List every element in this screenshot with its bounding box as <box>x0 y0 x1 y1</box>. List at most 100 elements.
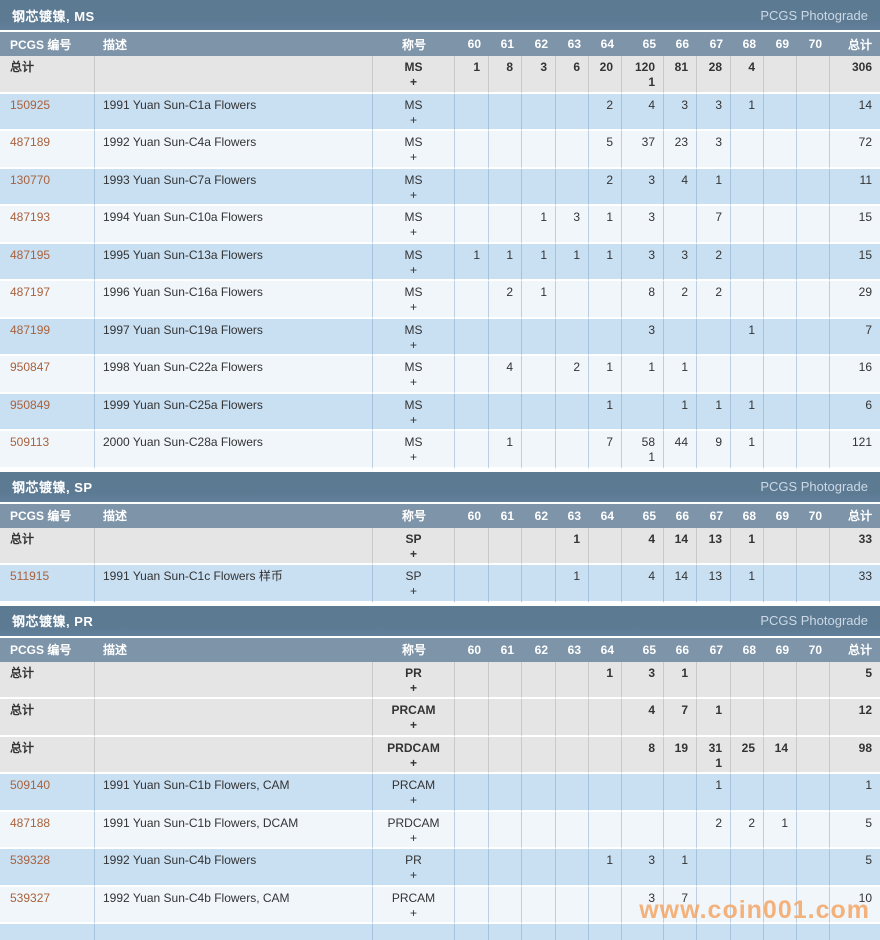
pcgs-number-link[interactable]: 511915 <box>0 565 95 603</box>
col-header-designation: 称号 <box>373 503 455 528</box>
designation: PRDCAM + <box>373 811 455 849</box>
coin-row: 487193 1994 Yuan Sun-C10a Flowers MS +1 3 1 3 7… <box>0 206 880 244</box>
grade-63-count: 1 <box>556 565 589 603</box>
empty-cell <box>622 924 664 940</box>
coin-description: 1995 Yuan Sun-C13a Flowers <box>95 243 373 281</box>
designation: MS + <box>373 431 455 469</box>
grade-66-count: 1 <box>664 393 697 431</box>
coin-description <box>95 699 373 737</box>
pcgs-number-link[interactable]: 487189 <box>0 131 95 169</box>
grade-61-count <box>489 168 522 206</box>
pcgs-number-link[interactable]: 487195 <box>0 243 95 281</box>
col-header-pcgs-number: PCGS 编号 <box>0 637 95 662</box>
col-header-grade-65: 65 <box>622 503 664 528</box>
grade-64-count: 7 <box>589 431 622 469</box>
designation: PRDCAM + <box>373 736 455 774</box>
grade-60-count <box>455 206 489 244</box>
grade-60-count <box>455 93 489 131</box>
col-header-grade-63: 63 <box>556 503 589 528</box>
designation: MS + <box>373 393 455 431</box>
coin-row: 487189 1992 Yuan Sun-C4a Flowers MS + 5 37 23 3… <box>0 131 880 169</box>
grade-70-count <box>797 699 830 737</box>
empty-cell <box>95 924 373 940</box>
pcgs-number-link[interactable]: 950849 <box>0 393 95 431</box>
grade-69-count <box>764 849 797 887</box>
row-total-count: 12 <box>830 699 880 737</box>
grade-62-count <box>522 774 556 812</box>
pcgs-number-link[interactable]: 487197 <box>0 281 95 319</box>
row-total-count: 7 <box>830 318 880 356</box>
grade-70-count <box>797 774 830 812</box>
grade-65-count: 3 <box>622 661 664 699</box>
grade-61-count <box>489 811 522 849</box>
coin-description <box>95 736 373 774</box>
grade-67-count: 1 <box>697 699 731 737</box>
pcgs-number-link[interactable]: 509113 <box>0 431 95 469</box>
grade-64-count: 1 <box>589 661 622 699</box>
grade-69-count <box>764 393 797 431</box>
grade-60-count <box>455 131 489 169</box>
grade-66-count <box>664 811 697 849</box>
grade-64-count <box>589 318 622 356</box>
pcgs-number-link[interactable]: 509140 <box>0 774 95 812</box>
grade-69-count <box>764 356 797 394</box>
col-header-total: 总计 <box>830 503 880 528</box>
grade-64-count: 5 <box>589 131 622 169</box>
grade-60-count <box>455 565 489 603</box>
grade-65-count <box>622 774 664 812</box>
pcgs-number-link[interactable]: 150925 <box>0 93 95 131</box>
grade-69-count: 14 <box>764 736 797 774</box>
grade-61-count <box>489 774 522 812</box>
grade-67-count: 3 <box>697 93 731 131</box>
section-header: 钢芯镀镍, MS PCGS Photograde <box>0 0 880 30</box>
photograde-link[interactable]: PCGS Photograde <box>760 7 868 23</box>
pcgs-number-link[interactable]: 950847 <box>0 356 95 394</box>
total-row: 总计 SP +1 4 14 13 1 33 <box>0 527 880 565</box>
grade-68-count: 25 <box>731 736 764 774</box>
grade-68-count <box>731 356 764 394</box>
pcgs-number-link[interactable]: 487188 <box>0 811 95 849</box>
col-header-grade-70: 70 <box>797 32 830 56</box>
grade-67-count: 28 <box>697 56 731 94</box>
grade-68-count <box>731 168 764 206</box>
empty-cell <box>664 924 697 940</box>
coin-row: 539327 1992 Yuan Sun-C4b Flowers, CAM PRCA… <box>0 886 880 924</box>
grade-69-count <box>764 774 797 812</box>
col-header-grade-65: 65 <box>622 637 664 662</box>
grade-60-count <box>455 168 489 206</box>
section-2: 钢芯镀镍, SP PCGS Photograde PCGS 编号 描述 称号 60 61 62… <box>0 471 880 603</box>
grade-69-count <box>764 56 797 94</box>
grade-61-count <box>489 886 522 924</box>
col-header-grade-68: 68 <box>731 32 764 56</box>
col-header-grade-64: 64 <box>589 503 622 528</box>
grade-64-count <box>589 699 622 737</box>
grade-60-count <box>455 431 489 469</box>
grade-70-count <box>797 393 830 431</box>
grade-68-count: 1 <box>731 93 764 131</box>
pcgs-number-link[interactable]: 539328 <box>0 849 95 887</box>
pcgs-number-link[interactable]: 130770 <box>0 168 95 206</box>
grade-61-count: 4 <box>489 356 522 394</box>
pcgs-number-link[interactable]: 539327 <box>0 886 95 924</box>
total-row: 总计 MS +1 8 3 6 20 120 1 81 28 4 306 <box>0 56 880 94</box>
col-header-grade-68: 68 <box>731 503 764 528</box>
total-row: 总计 PRDCAM + 8 19 31 1 25 14 98 <box>0 736 880 774</box>
photograde-link[interactable]: PCGS Photograde <box>760 613 868 628</box>
designation: SP + <box>373 527 455 565</box>
grade-70-count <box>797 886 830 924</box>
pcgs-number-link[interactable]: 487193 <box>0 206 95 244</box>
pcgs-number-link[interactable]: 487199 <box>0 318 95 356</box>
grade-67-count: 9 <box>697 431 731 469</box>
grade-66-count: 1 <box>664 356 697 394</box>
photograde-link[interactable]: PCGS Photograde <box>760 479 868 494</box>
grade-66-count: 1 <box>664 849 697 887</box>
col-header-grade-61: 61 <box>489 503 522 528</box>
grade-65-count: 37 <box>622 131 664 169</box>
grade-63-count <box>556 168 589 206</box>
grade-63-count <box>556 811 589 849</box>
grade-61-count <box>489 93 522 131</box>
grade-62-count <box>522 661 556 699</box>
grade-63-count <box>556 886 589 924</box>
grade-65-count: 3 <box>622 849 664 887</box>
row-total-count: 98 <box>830 736 880 774</box>
